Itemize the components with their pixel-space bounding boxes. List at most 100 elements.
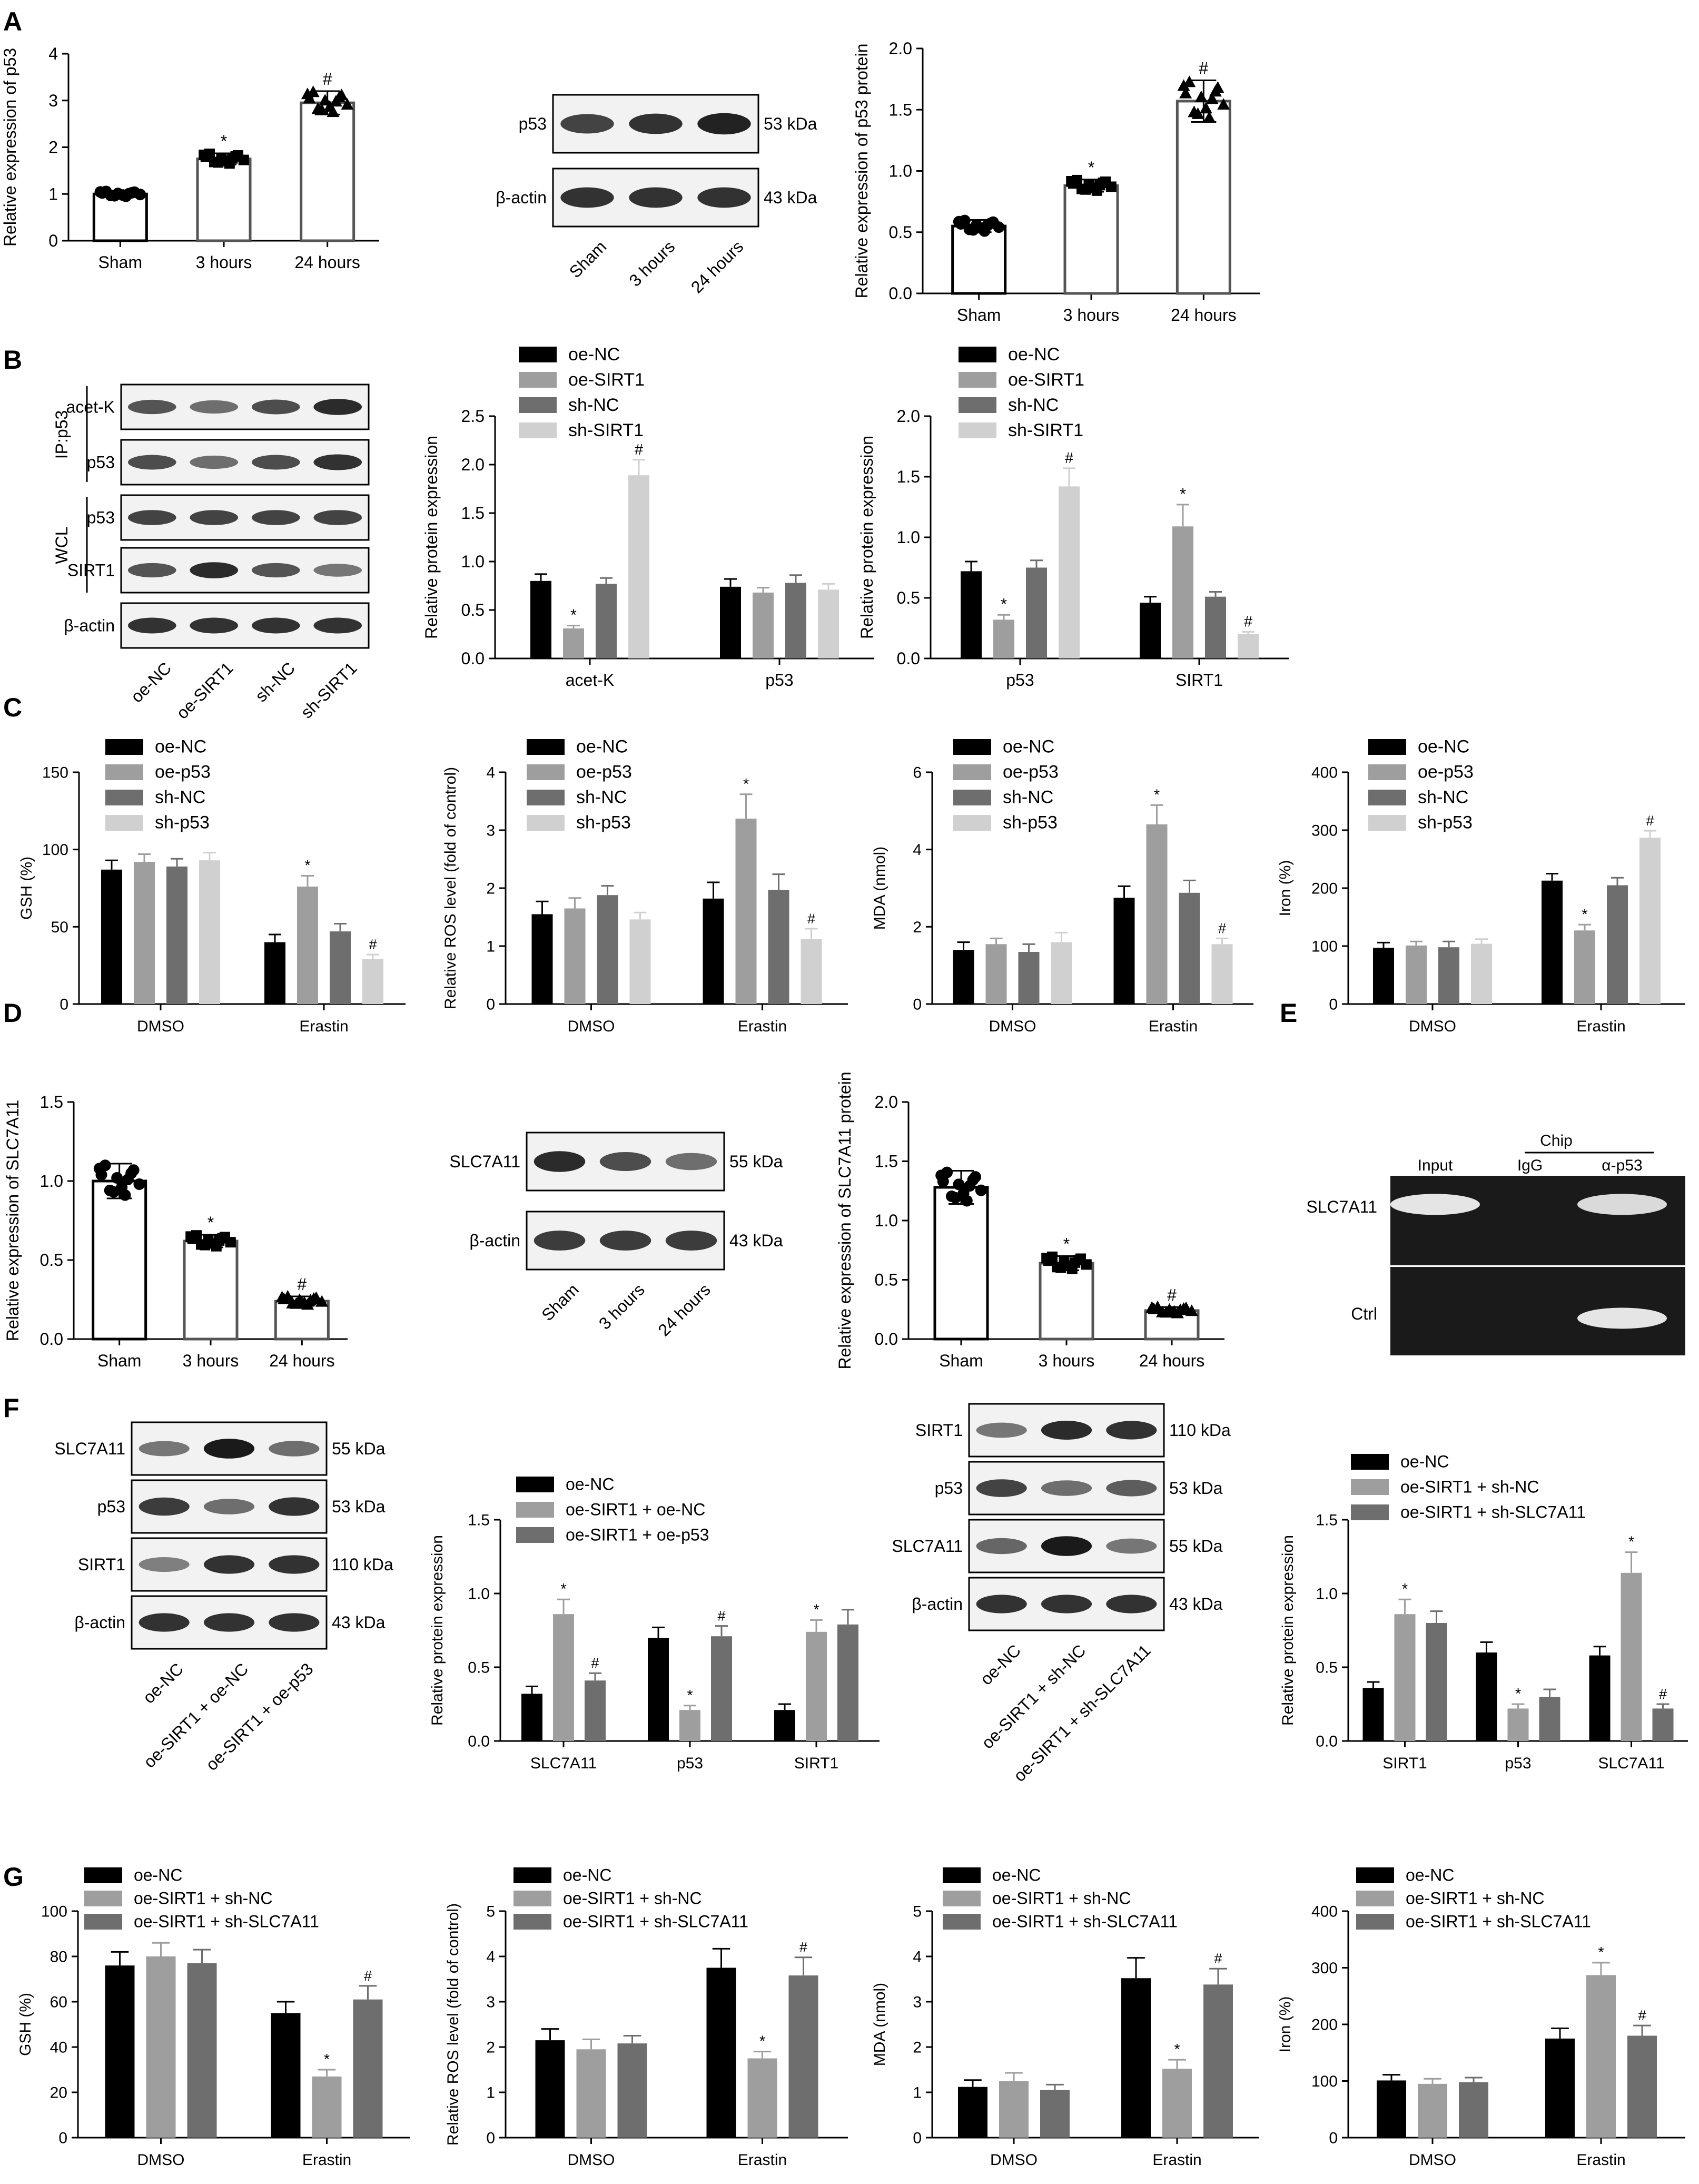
band — [190, 562, 239, 578]
bar — [563, 628, 584, 658]
band — [190, 400, 239, 414]
y-tick-label: 300 — [1311, 1960, 1338, 1977]
legend-swatch — [105, 790, 143, 805]
legend-swatch — [943, 1867, 981, 1883]
legend-label: oe-SIRT1 + sh-SLC7A11 — [1406, 1912, 1591, 1931]
bar — [166, 866, 187, 1004]
y-tick-label: 1.0 — [40, 1172, 63, 1191]
legend-label: oe-SIRT1 + sh-SLC7A11 — [563, 1912, 748, 1931]
legend-swatch — [105, 764, 143, 780]
band — [139, 1497, 190, 1516]
data-point — [227, 153, 238, 164]
y-axis-label: Relative expression of p53 — [1, 48, 19, 247]
bar — [1205, 596, 1226, 658]
bar — [146, 1956, 176, 2138]
data-point — [1094, 180, 1105, 191]
y-tick-label: 1.0 — [875, 1211, 898, 1230]
band — [1106, 1480, 1157, 1497]
group-label: WCL — [52, 526, 71, 564]
bar — [801, 939, 822, 1004]
y-tick-label: 1.0 — [889, 162, 912, 181]
bar — [1026, 567, 1047, 658]
legend-swatch — [1368, 815, 1406, 831]
lane-label: oe-SIRT1 + sh-SLC7A11 — [1010, 1641, 1154, 1785]
legend-swatch — [513, 1914, 551, 1930]
bar — [597, 895, 618, 1004]
y-tick-label: 3 — [48, 91, 58, 110]
significance-mark: # — [799, 1940, 807, 1955]
data-point — [1191, 107, 1204, 119]
bar — [629, 919, 651, 1004]
x-tick-label: DMSO — [1409, 1018, 1456, 1035]
legend-swatch — [527, 790, 565, 805]
blot-row-label: β-actin — [74, 1613, 125, 1632]
significance-mark: * — [813, 1601, 819, 1618]
y-tick-label: 2.5 — [461, 407, 485, 426]
legend-swatch — [516, 1502, 554, 1518]
legend-swatch — [953, 739, 991, 755]
band — [599, 1152, 651, 1172]
y-tick-label: 0 — [60, 996, 68, 1014]
legend-label: oe-NC — [1418, 737, 1469, 757]
y-tick-label: 1.5 — [889, 100, 912, 119]
bar — [330, 931, 351, 1004]
data-point — [93, 1163, 105, 1175]
band — [534, 1151, 586, 1172]
y-tick-label: 2.0 — [461, 455, 485, 474]
lane-label: oe-NC — [976, 1641, 1024, 1689]
y-tick-label: 0.5 — [1316, 1659, 1338, 1677]
legend-label: sh-NC — [1003, 788, 1053, 808]
data-point — [1206, 92, 1219, 104]
data-point — [329, 95, 342, 107]
y-tick-label: 50 — [51, 919, 68, 936]
x-tick-label: 3 hours — [183, 1351, 239, 1370]
legend-swatch — [527, 815, 565, 831]
bar — [92, 1179, 147, 1341]
y-axis-label: Relative protein expression — [857, 436, 876, 639]
band — [251, 510, 300, 525]
bar — [312, 2076, 342, 2138]
x-tick-label: 24 hours — [1139, 1351, 1205, 1370]
bar — [1162, 2069, 1192, 2138]
bar — [999, 2081, 1029, 2138]
lane-label: oe-NC — [139, 1659, 187, 1707]
data-point — [935, 1169, 947, 1182]
y-tick-label: 400 — [1311, 764, 1338, 782]
band — [976, 1422, 1027, 1438]
bar — [1059, 486, 1080, 658]
blot-D: SLC7A11 55 kDa β-actin 43 kDa Sham 3 hours 24 … — [449, 1132, 783, 1340]
x-tick-label: DMSO — [989, 1018, 1036, 1035]
legend-label: oe-SIRT1 + sh-NC — [134, 1889, 273, 1908]
band — [251, 399, 300, 415]
y-tick-label: 80 — [50, 1949, 67, 1966]
legend: oe-NC oe-SIRT1 + sh-NC oe-SIRT1 + sh-SLC7A… — [943, 1866, 1178, 1931]
y-tick-label: 2 — [486, 880, 495, 898]
band — [665, 1231, 717, 1251]
y-tick-label: 0.5 — [897, 588, 920, 607]
legend-label: sh-p53 — [155, 813, 210, 833]
bar — [951, 224, 1007, 295]
legend-swatch — [519, 372, 557, 388]
significance-mark: # — [1218, 920, 1226, 936]
y-tick-label: 4 — [48, 44, 58, 63]
significance-mark: # — [717, 1608, 725, 1624]
blot-kda-label: 55 kDa — [1169, 1537, 1223, 1556]
bar — [187, 1963, 217, 2138]
y-tick-label: 0.0 — [875, 1330, 898, 1349]
y-tick-label: 1 — [48, 184, 58, 203]
x-tick-label: 24 hours — [1171, 306, 1237, 324]
band — [127, 399, 176, 415]
legend-label: oe-SIRT1 + sh-NC — [1400, 1478, 1539, 1497]
legend-label: oe-NC — [992, 1866, 1041, 1885]
band — [203, 1555, 255, 1574]
bar — [1362, 1688, 1384, 1741]
legend-label: sh-NC — [155, 788, 205, 808]
y-tick-label: 200 — [1311, 880, 1338, 898]
bar — [961, 571, 982, 658]
band — [1041, 1536, 1092, 1556]
legend-label: sh-NC — [576, 788, 627, 808]
y-tick-label: 2 — [48, 138, 58, 157]
legend-label: oe-NC — [1400, 1452, 1449, 1471]
bar — [706, 1967, 736, 2138]
legend-label: sh-p53 — [1003, 813, 1058, 833]
